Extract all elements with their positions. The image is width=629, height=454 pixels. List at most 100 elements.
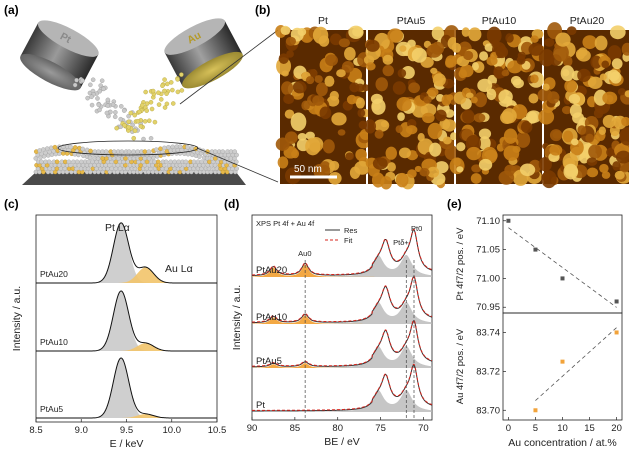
annotation-au-la: Au Lα <box>165 263 193 275</box>
afm-grain <box>587 76 603 89</box>
afm-grain <box>329 90 339 101</box>
pt-atom <box>170 144 175 150</box>
trend-line <box>535 327 617 401</box>
pt-atom <box>66 159 72 165</box>
panel-label-b: (b) <box>255 3 270 17</box>
pt-atom <box>95 96 100 101</box>
pt-atom <box>103 149 109 154</box>
afm-grain <box>471 62 479 71</box>
x-tick-label: 9.0 <box>75 425 88 436</box>
pt-atom <box>119 104 124 109</box>
afm-grain <box>397 68 407 78</box>
afm-grain <box>624 90 629 98</box>
afm-grain <box>495 46 509 59</box>
afm-grain <box>301 100 310 111</box>
au-atom <box>179 72 184 77</box>
au-component-area <box>252 315 432 324</box>
afm-image-pt: Pt <box>275 15 372 185</box>
pt-atom <box>48 145 54 151</box>
afm-grain <box>599 163 609 173</box>
series-label: PtAu10 <box>40 337 68 347</box>
afm-grain <box>515 131 531 148</box>
afm-grain <box>458 69 467 79</box>
afm-grain <box>582 35 597 50</box>
au-atom <box>165 81 170 87</box>
x-tick-label: 10 <box>557 423 568 434</box>
au-atom <box>128 110 134 116</box>
afm-grain <box>562 130 574 143</box>
x-tick-label: 85 <box>290 423 301 434</box>
legend-fit-label: Fit <box>344 236 353 245</box>
afm-grain <box>577 125 587 135</box>
afm-grain <box>617 88 626 96</box>
afm-grain <box>564 79 578 93</box>
x-tick-label: 9.5 <box>120 425 133 436</box>
afm-grain <box>278 53 289 64</box>
afm-grain <box>370 93 383 104</box>
xps-chart: 90 85 80 75 70 BE / eV Intensity / a.u. XPS Pt … <box>231 214 433 448</box>
afm-grain <box>553 43 569 62</box>
x-tick-label: 5 <box>533 423 538 434</box>
afm-grain <box>449 157 465 175</box>
afm-grain <box>615 150 629 164</box>
pt-atom <box>39 159 44 165</box>
peak-label-au0: Au0 <box>298 249 311 258</box>
pt-atom <box>88 82 93 88</box>
afm-grain <box>444 145 459 161</box>
afm-grain <box>417 133 425 142</box>
afm-grain <box>466 146 482 161</box>
pt-atom <box>126 113 131 119</box>
afm-grain <box>451 42 462 53</box>
y-axis-label: Pt 4f7/2 pos. / eV <box>455 227 466 301</box>
au-atom <box>170 87 175 93</box>
x-axis-label: E / keV <box>110 438 144 450</box>
pt-atom <box>119 149 125 154</box>
afm-grain <box>405 125 418 135</box>
data-point <box>533 247 538 252</box>
afm-grain <box>456 166 464 173</box>
afm-grain <box>419 168 430 177</box>
au-atom <box>139 102 145 108</box>
afm-grain <box>429 142 442 157</box>
afm-label: PtAu20 <box>570 15 605 27</box>
series-label: PtAu10 <box>256 312 287 323</box>
pt-atom <box>90 77 96 83</box>
pt-atom <box>142 162 148 168</box>
ptd-component-area <box>252 301 432 324</box>
afm-grain <box>407 39 416 48</box>
afm-grain <box>305 137 321 156</box>
au-atom <box>54 159 60 165</box>
afm-grain <box>365 39 380 52</box>
pt-atom <box>110 102 116 107</box>
pt-atom <box>97 107 102 113</box>
pt-atom <box>115 162 121 168</box>
afm-grain <box>560 65 575 82</box>
afm-grain <box>528 93 539 104</box>
afm-grain <box>465 92 474 99</box>
pt-atom <box>126 149 132 154</box>
pt-atom <box>121 108 127 113</box>
au-atom <box>148 99 154 105</box>
peak-position-chart: 71.10 71.05 71.00 70.95 Pt 4f7/2 pos. / eV 83… <box>455 214 623 449</box>
y-tick-label: 83.74 <box>476 327 500 338</box>
afm-grain <box>599 73 607 81</box>
pt-atom <box>166 145 171 150</box>
au-atom <box>144 159 150 165</box>
afm-grain <box>292 81 307 94</box>
afm-grain <box>344 46 356 61</box>
afm-grain <box>542 83 550 91</box>
afm-grain <box>468 27 482 42</box>
x-tick-label: 75 <box>375 423 386 434</box>
au-atom <box>142 149 148 154</box>
y-tick-label: 83.72 <box>476 366 500 377</box>
pt-atom <box>97 89 102 94</box>
pt-atom <box>183 159 189 165</box>
x-tick-label: 70 <box>418 423 429 434</box>
au-atom <box>170 101 176 106</box>
afm-grain <box>397 112 405 121</box>
afm-grain <box>505 33 514 43</box>
pt-atom <box>111 149 117 154</box>
residual-line <box>251 276 433 324</box>
afm-image-ptau5: PtAu5 <box>363 15 460 190</box>
